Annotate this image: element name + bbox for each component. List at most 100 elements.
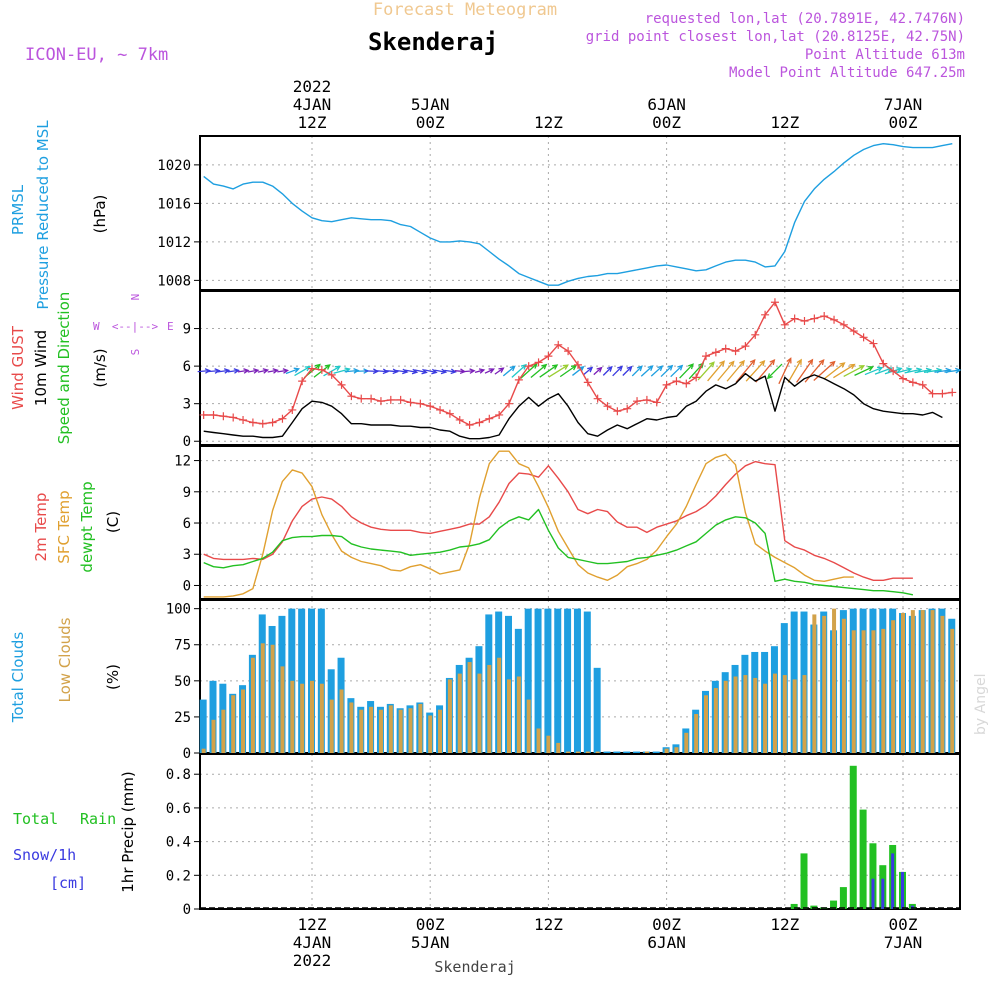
compass-west: W — [93, 320, 100, 333]
compass-arrows: <--|--> — [112, 320, 159, 333]
point-altitude: Point Altitude 613m — [805, 47, 965, 63]
total-cloud-bar — [544, 608, 552, 753]
low-cloud-bar — [487, 664, 492, 753]
wind-arrow-head — [562, 364, 569, 370]
low-cloud-bar — [300, 683, 305, 753]
wind-arrow-shaft — [494, 367, 504, 375]
gust-marker — [268, 418, 277, 427]
wind-arrow — [237, 368, 250, 374]
low-cloud-bar — [201, 748, 206, 753]
wind-arrow-shaft — [813, 361, 836, 381]
gust-marker — [278, 414, 287, 423]
gust-marker — [810, 314, 819, 323]
gust-marker — [436, 405, 445, 414]
wind-arrow-shaft — [267, 369, 278, 373]
wind-arrow — [894, 367, 913, 374]
wind-arrow-shaft — [454, 370, 465, 373]
gust-marker — [702, 352, 710, 361]
wind-arrow-shaft — [247, 369, 259, 373]
low-cloud-bar — [310, 680, 314, 753]
wind-arrow — [707, 360, 725, 382]
gust-marker — [357, 394, 366, 403]
wind-arrow — [511, 363, 527, 378]
gust-marker — [219, 412, 228, 421]
model-altitude: Model Point Altitude 647.25m — [729, 65, 965, 81]
gust-marker — [445, 409, 454, 418]
wind-arrow-shaft — [796, 359, 813, 383]
low-cloud-bar — [694, 714, 699, 753]
y-tick-label: 75 — [174, 638, 191, 654]
wind-arrow — [766, 363, 783, 380]
wind-arrow — [548, 364, 569, 378]
wind-arrow — [414, 368, 428, 375]
gust-marker — [455, 415, 464, 424]
gust-marker — [623, 404, 632, 413]
low-cloud-bar — [792, 679, 797, 753]
wind-arrow-head — [626, 365, 633, 372]
wind-arrow-shaft — [707, 360, 725, 382]
low-clouds-label: Low Clouds — [56, 617, 74, 702]
wind-arrow-shaft — [474, 369, 485, 373]
y-tick-label: 0.8 — [166, 767, 191, 783]
wind-arrow-shaft — [333, 368, 350, 374]
low-cloud-bar — [516, 676, 521, 753]
total-cloud-bar — [613, 751, 621, 753]
wind-arrow-shaft — [904, 368, 922, 374]
gust-marker — [613, 407, 622, 416]
pressure-line — [203, 142, 953, 286]
low-cloud-bar — [664, 748, 669, 753]
wind-arrow — [494, 367, 505, 375]
total-cloud-bar — [652, 751, 660, 753]
rain-bar — [830, 900, 838, 909]
rain-label-rain: Rain — [80, 810, 116, 828]
total-cloud-bar — [623, 751, 631, 753]
gust-marker — [367, 394, 376, 403]
low-cloud-bar — [388, 705, 393, 753]
gust-marker — [505, 399, 513, 408]
wind-arrow-shaft — [631, 365, 643, 377]
low-cloud-bar — [822, 615, 827, 753]
wind-arrow-shaft — [787, 359, 802, 383]
wind-arrow-head — [708, 361, 715, 368]
low-cloud-bar — [447, 679, 452, 753]
wind-arrow-head — [688, 363, 694, 370]
wind-arrow-shaft — [502, 365, 516, 377]
time-label-top: 7JAN — [884, 95, 923, 114]
y-tick-label: 25 — [174, 710, 191, 726]
wind-arrow — [813, 360, 836, 381]
wind-arrow-head — [596, 366, 603, 373]
gust-marker — [209, 410, 218, 419]
wind-arrow — [294, 366, 312, 377]
low-cloud-bar — [684, 732, 689, 753]
wind-arrow-shaft — [622, 366, 633, 376]
wind-arrow-shaft — [894, 368, 912, 374]
gust-marker — [258, 419, 267, 428]
time-label-bottom: 6JAN — [647, 933, 686, 952]
wind-arrow-head — [739, 359, 745, 367]
wind-arrow — [424, 368, 438, 375]
y-tick-label: 6 — [183, 359, 191, 375]
wind-arrow-shaft — [444, 369, 456, 373]
gust-marker — [308, 364, 316, 373]
wind-arrow-head — [382, 368, 389, 375]
total-cloud-bar — [298, 608, 306, 753]
wind-arrow-shaft — [726, 360, 745, 382]
low-cloud-bar — [398, 709, 403, 753]
gust-marker — [849, 327, 858, 336]
low-cloud-bar — [891, 620, 896, 753]
wind-arrow-shaft — [384, 369, 398, 373]
wind-arrow-shaft — [804, 359, 825, 383]
gust-marker — [524, 362, 533, 371]
wind-arrow — [843, 365, 866, 378]
rain-label-total: Total — [13, 810, 58, 828]
y-tick-label: 0 — [183, 578, 191, 594]
wind-arrow — [530, 363, 548, 379]
time-label-bottom: 4JAN — [293, 933, 332, 952]
low-cloud-bar — [930, 610, 935, 753]
low-cloud-bar — [723, 680, 728, 753]
wind-arrow — [404, 368, 419, 375]
wind-arrow-shaft — [833, 364, 855, 379]
gust-marker — [514, 375, 523, 384]
total-cloud-bar — [534, 608, 542, 753]
low-cloud-bar — [428, 715, 433, 753]
